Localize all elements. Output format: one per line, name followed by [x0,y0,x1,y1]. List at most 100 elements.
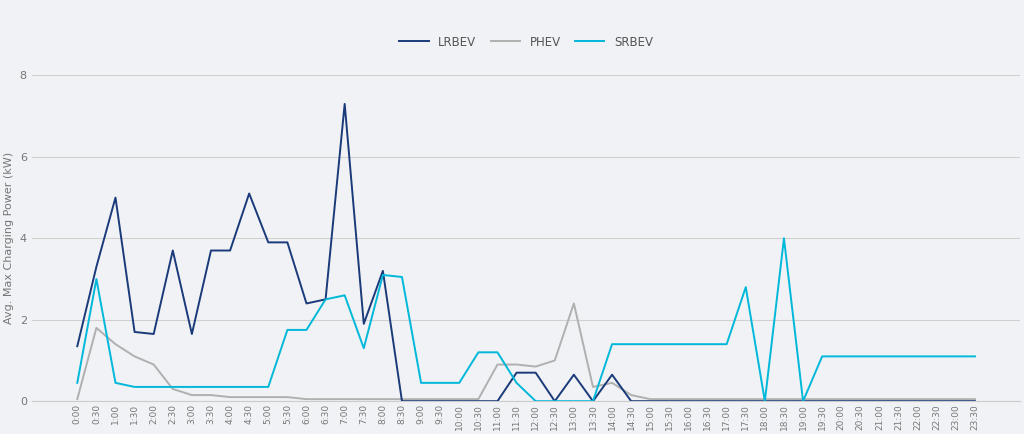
PHEV [147,362,160,367]
LRBEV [110,195,122,200]
SRBEV [243,385,255,390]
SRBEV [110,380,122,385]
SRBEV [185,385,198,390]
SRBEV [701,342,714,347]
PHEV [892,397,904,402]
PHEV [873,397,886,402]
SRBEV [262,385,274,390]
PHEV [549,358,561,363]
PHEV [415,397,427,402]
SRBEV [797,398,809,404]
LRBEV [282,240,294,245]
SRBEV [911,354,924,359]
SRBEV [854,354,866,359]
PHEV [587,385,599,390]
PHEV [664,397,676,402]
SRBEV [778,236,791,241]
SRBEV [931,354,943,359]
SRBEV [415,380,427,385]
PHEV [911,397,924,402]
SRBEV [472,350,484,355]
LRBEV [472,398,484,404]
LRBEV [969,398,981,404]
LRBEV [836,398,848,404]
PHEV [606,380,618,385]
PHEV [185,392,198,398]
PHEV [529,364,542,369]
SRBEV [71,380,83,385]
LRBEV [357,321,370,326]
PHEV [396,397,409,402]
PHEV [682,397,694,402]
LRBEV [949,398,962,404]
LRBEV [396,398,409,404]
LRBEV [759,398,771,404]
LRBEV [644,398,656,404]
LRBEV [816,398,828,404]
PHEV [969,397,981,402]
LRBEV [625,398,637,404]
PHEV [205,392,217,398]
LRBEV [224,248,237,253]
PHEV [739,397,752,402]
LRBEV [415,398,427,404]
LRBEV [778,398,791,404]
LRBEV [911,398,924,404]
SRBEV [147,385,160,390]
SRBEV [949,354,962,359]
PHEV [472,397,484,402]
LRBEV [339,101,351,106]
SRBEV [434,380,446,385]
PHEV [357,397,370,402]
LRBEV [377,268,389,273]
LRBEV [90,264,102,270]
SRBEV [319,297,332,302]
PHEV [836,397,848,402]
LRBEV [319,297,332,302]
PHEV [931,397,943,402]
PHEV [90,325,102,330]
PHEV [319,397,332,402]
SRBEV [510,380,522,385]
PHEV [510,362,522,367]
SRBEV [587,398,599,404]
LRBEV [300,301,312,306]
SRBEV [357,345,370,351]
LRBEV [701,398,714,404]
SRBEV [625,342,637,347]
PHEV [492,362,504,367]
PHEV [644,397,656,402]
LRBEV [721,398,733,404]
PHEV [454,397,466,402]
LRBEV [71,344,83,349]
SRBEV [892,354,904,359]
PHEV [224,395,237,400]
LRBEV [510,370,522,375]
LRBEV [167,248,179,253]
PHEV [759,397,771,402]
SRBEV [644,342,656,347]
PHEV [434,397,446,402]
Y-axis label: Avg. Max Charging Power (kW): Avg. Max Charging Power (kW) [4,152,14,324]
SRBEV [128,385,140,390]
PHEV [797,397,809,402]
SRBEV [873,354,886,359]
SRBEV [300,327,312,332]
LRBEV [873,398,886,404]
Legend: LRBEV, PHEV, SRBEV: LRBEV, PHEV, SRBEV [399,36,653,49]
LRBEV [529,370,542,375]
SRBEV [205,385,217,390]
Line: PHEV: PHEV [77,303,975,399]
LRBEV [262,240,274,245]
LRBEV [797,398,809,404]
PHEV [854,397,866,402]
SRBEV [377,273,389,278]
PHEV [949,397,962,402]
LRBEV [739,398,752,404]
PHEV [377,397,389,402]
LRBEV [147,332,160,337]
LRBEV [454,398,466,404]
LRBEV [205,248,217,253]
LRBEV [492,398,504,404]
PHEV [128,354,140,359]
